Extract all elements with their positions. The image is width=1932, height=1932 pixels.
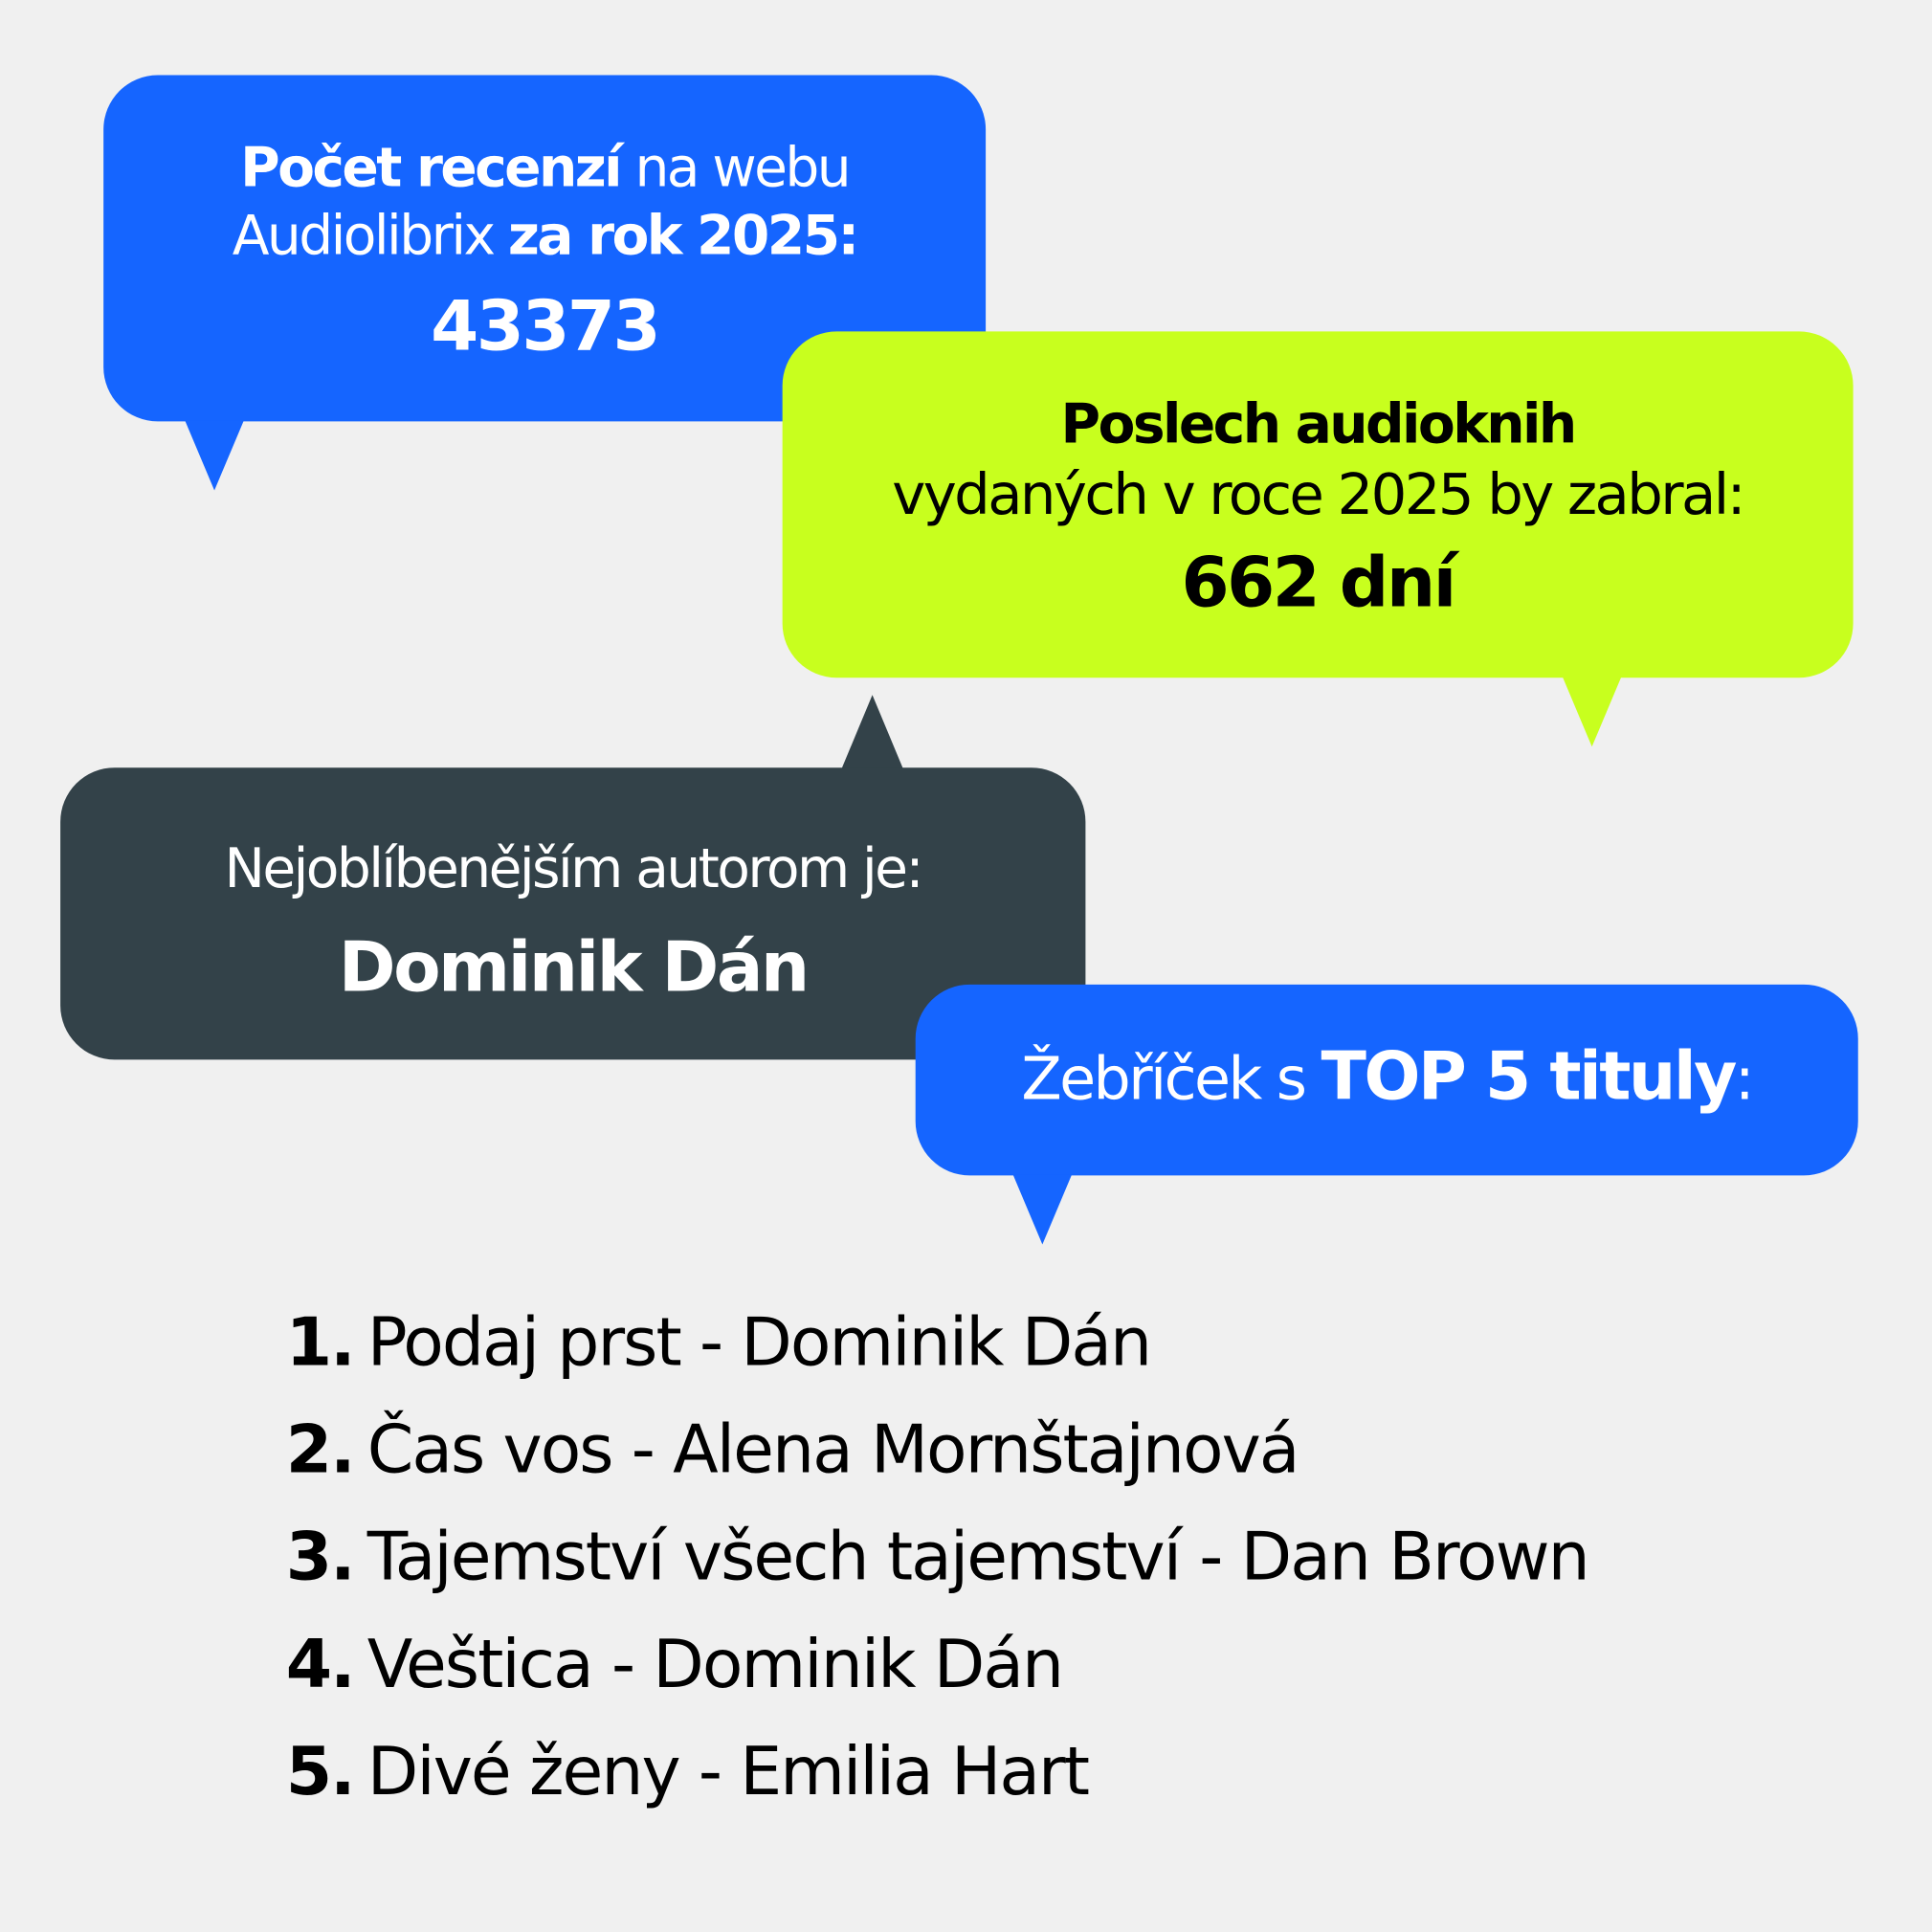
title: Čas vos - Alena Mornštajnová bbox=[366, 1410, 1300, 1489]
reviews-bubble-tail bbox=[185, 420, 244, 491]
listening-bubble-tail bbox=[1562, 676, 1622, 747]
reviews-label: na webu bbox=[620, 136, 851, 200]
list-item: 1. Podaj prst - Dominik Dán bbox=[286, 1303, 1588, 1410]
rank: 5. bbox=[285, 1732, 356, 1810]
author-label: Nejoblíbenějším autorom je: bbox=[224, 837, 924, 901]
title: Divé ženy - Emilia Hart bbox=[366, 1732, 1090, 1810]
listening-label-bold: Poslech audioknih bbox=[1060, 392, 1578, 456]
reviews-year: za rok 2025: bbox=[507, 204, 859, 268]
top-label-bold: TOP 5 tituly bbox=[1321, 1037, 1738, 1116]
listening-days: 662 dní bbox=[1181, 543, 1456, 624]
top-titles-list: 1. Podaj prst - Dominik Dán 2. Čas vos - A… bbox=[285, 1303, 1590, 1839]
reviews-count: 43373 bbox=[431, 287, 661, 367]
rank: 3. bbox=[285, 1518, 356, 1596]
rank: 4. bbox=[285, 1625, 356, 1703]
top-label: Žebříček s bbox=[1021, 1044, 1321, 1115]
reviews-bubble: Počet recenzí na webu Audiolibrix za rok… bbox=[103, 75, 987, 422]
rank: 1. bbox=[285, 1303, 356, 1382]
top-colon: : bbox=[1734, 1044, 1755, 1115]
title: Podaj prst - Dominik Dán bbox=[366, 1303, 1152, 1382]
listening-label: vydaných v roce 2025 by zabral: bbox=[892, 460, 1745, 528]
reviews-label-bold: Počet recenzí bbox=[240, 136, 622, 200]
list-item: 2. Čas vos - Alena Mornštajnová bbox=[286, 1410, 1588, 1518]
listening-bubble: Poslech audioknih vydaných v roce 2025 b… bbox=[782, 331, 1854, 678]
title: Tajemství všech tajemství - Dan Brown bbox=[366, 1518, 1590, 1596]
author-bubble: Nejoblíbenějším autorom je: Dominik Dán bbox=[60, 767, 1086, 1060]
title: Veštica - Dominik Dán bbox=[366, 1625, 1064, 1703]
author-name: Dominik Dán bbox=[338, 927, 810, 1009]
list-item: 3. Tajemství všech tajemství - Dan Brown bbox=[285, 1518, 1590, 1625]
author-bubble-tail bbox=[841, 695, 903, 769]
list-item: 4. Veštica - Dominik Dán bbox=[286, 1625, 1588, 1732]
rank: 2. bbox=[285, 1410, 356, 1489]
top-titles-bubble: Žebříček s TOP 5 tituly: bbox=[915, 984, 1858, 1176]
top-titles-bubble-tail bbox=[1012, 1174, 1073, 1245]
list-item: 5. Divé ženy - Emilia Hart bbox=[286, 1732, 1588, 1839]
reviews-label-2: Audiolibrix bbox=[232, 204, 508, 268]
